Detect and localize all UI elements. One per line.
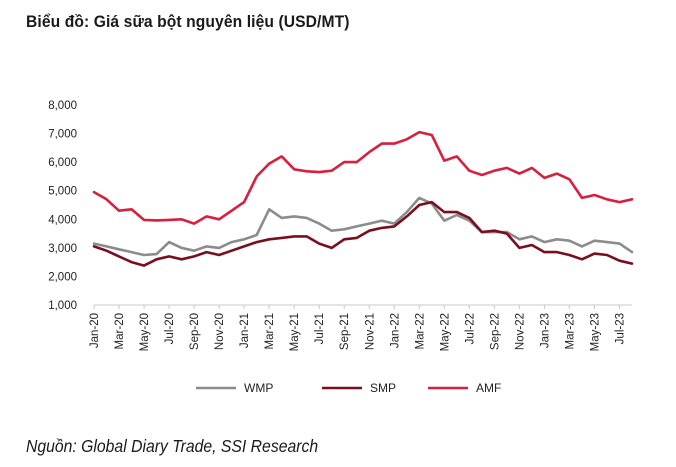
y-tick-label: 8,000 [48,100,77,112]
x-tick-label: Jul-23 [614,313,626,344]
series-lines [92,130,634,267]
x-tick-label: Mar-21 [264,313,276,349]
x-tick-label: May-20 [139,313,151,351]
x-tick-label: Jul-21 [314,313,326,344]
x-tick-label: May-22 [439,313,451,351]
chart-title: Biểu đồ: Giá sữa bột nguyên liệu (USD/MT… [26,12,350,31]
x-tick-label: Jan-22 [389,313,401,348]
y-axis: 1,000 2,000 3,000 4,000 5,000 6,000 7,000 8,000 [48,100,77,312]
x-tick-label: Jul-20 [164,313,176,344]
x-tick-label: Mar-23 [564,313,576,349]
x-tick-label: Mar-22 [414,313,426,349]
series-line-smp [92,200,634,267]
x-tick-label: May-23 [589,313,601,351]
x-tick-label: Sep-20 [189,313,201,350]
y-tick-label: 3,000 [48,243,77,255]
x-tick-label: Mar-20 [114,313,126,349]
x-tick-label: Jul-22 [464,313,476,344]
y-tick-label: 4,000 [48,214,77,226]
x-tick-label: May-21 [289,313,301,351]
y-tick-label: 7,000 [48,129,77,141]
x-tick-label: Sep-22 [489,313,501,350]
y-tick-label: 2,000 [48,271,77,283]
legend-label-amf: AMF [476,381,501,395]
x-tick-label: Nov-21 [364,313,376,350]
line-chart: 1,000 2,000 3,000 4,000 5,000 6,000 7,000 8,000… [48,100,634,395]
legend: WMP SMP AMF [196,381,501,395]
x-tick-label: Sep-21 [339,313,351,350]
series-line-wmp [92,196,634,257]
y-tick-label: 1,000 [48,300,77,312]
x-tick-label: Jan-20 [89,313,101,348]
x-tick-label: Nov-20 [214,313,226,350]
legend-label-smp: SMP [370,381,396,395]
x-tick-label: Jan-23 [539,313,551,348]
source-note: Nguồn: Global Diary Trade, SSI Research [26,436,319,456]
x-tick-label: Nov-22 [514,313,526,350]
legend-label-wmp: WMP [244,381,273,395]
y-tick-label: 6,000 [48,157,77,169]
x-axis: Jan-20 Mar-20 May-20 Jul-20 Sep-20 Nov-20 Jan-… [89,304,632,351]
series-line-amf [92,130,634,225]
x-tick-label: Jan-21 [239,313,251,348]
y-tick-label: 5,000 [48,186,77,198]
